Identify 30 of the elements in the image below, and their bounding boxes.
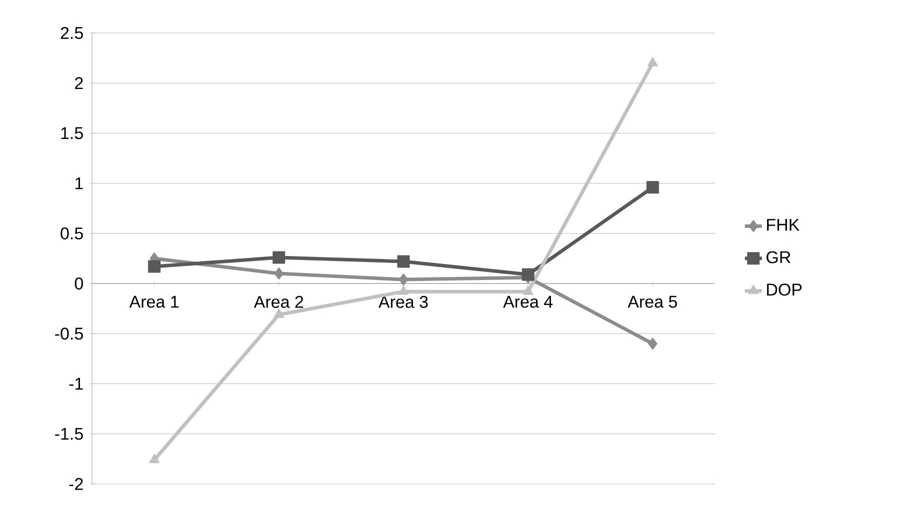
y-tick-label: 1 (75, 177, 83, 190)
y-tick-label: 2.5 (60, 26, 83, 40)
y-tick-label: 1.5 (61, 127, 83, 140)
point (273, 308, 284, 318)
x-tick-label: Area 2 (254, 296, 304, 308)
point (648, 337, 658, 350)
legend-label: FHK (767, 218, 800, 231)
point (274, 267, 284, 280)
point (398, 285, 409, 295)
x-tick-label: Area 1 (129, 296, 178, 308)
x-tick-label: Area 4 (503, 296, 553, 308)
y-tick-label: -1.5 (55, 428, 83, 440)
x-tick-label: Area 3 (378, 296, 428, 308)
y-tick-label: 2 (75, 77, 83, 90)
point (646, 181, 659, 194)
y-tick-label: -0.5 (55, 328, 83, 340)
point (397, 255, 410, 268)
y-tick-label: -1 (69, 378, 83, 390)
point (272, 251, 286, 264)
point (398, 273, 408, 286)
y-tick-label: 0 (74, 278, 83, 290)
point (522, 285, 534, 295)
point (148, 260, 161, 273)
y-tick-label: 0.5 (60, 227, 83, 240)
point (522, 268, 534, 281)
y-tick-label: -2 (69, 478, 83, 490)
x-tick-label: Area 5 (628, 296, 677, 308)
legend-label: DOP (767, 284, 802, 296)
point (148, 454, 160, 464)
legend-label: GR (766, 251, 790, 264)
